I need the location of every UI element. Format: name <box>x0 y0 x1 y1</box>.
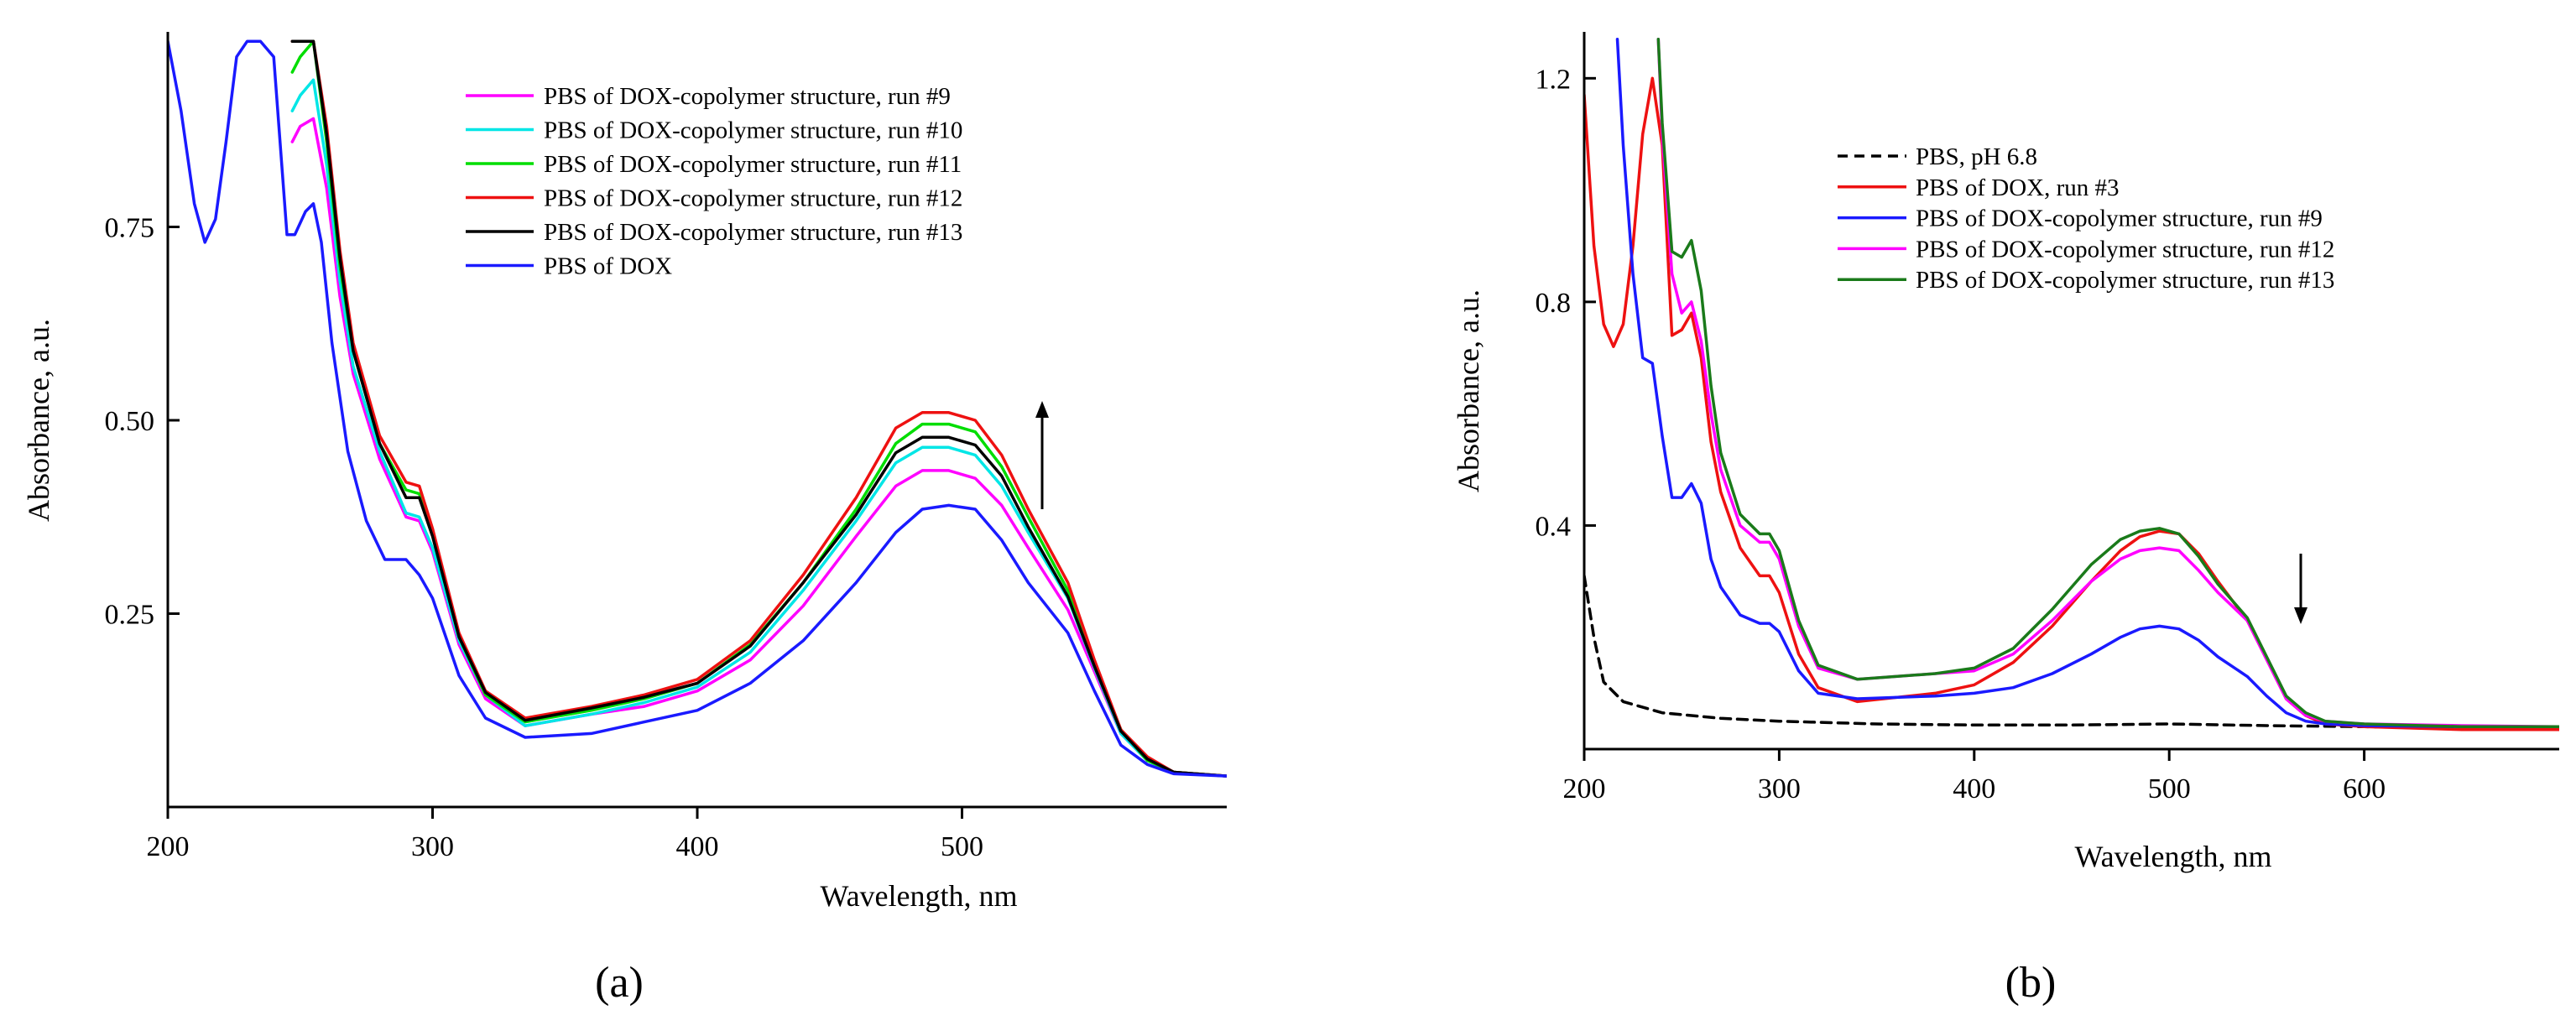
series-group <box>168 39 1227 778</box>
x-tick-label: 500 <box>941 831 983 862</box>
y-tick-label: 0.75 <box>105 213 155 244</box>
legend-label: PBS of DOX <box>544 253 672 280</box>
legend-label: PBS, pH 6.8 <box>1916 143 2037 170</box>
x-axis-title: Wavelength, nm <box>2074 840 2271 873</box>
arrow-down-icon <box>2294 554 2307 624</box>
legend-label: PBS of DOX-copolymer structure, run #12 <box>544 185 962 212</box>
x-tick-label: 300 <box>411 831 454 862</box>
series-line-5 <box>1656 37 2559 729</box>
legend-label: PBS of DOX-copolymer structure, run #9 <box>544 83 951 110</box>
panel-label: (a) <box>595 959 644 1007</box>
series-line-5 <box>290 39 1227 778</box>
legend: PBS, pH 6.8 PBS of DOX, run #3 PBS of DOX-… <box>1838 143 2334 294</box>
legend-label: PBS of DOX, run #3 <box>1916 174 2120 201</box>
series-line-1 <box>290 117 1227 778</box>
legend: PBS of DOX-copolymer structure, run #9 PB… <box>466 83 962 280</box>
series-line-3 <box>1615 37 2559 729</box>
y-axis-title: Absorbance, a.u. <box>1452 289 1485 492</box>
legend-label: PBS of DOX-copolymer structure, run #12 <box>1916 236 2334 263</box>
x-axis-title: Wavelength, nm <box>820 879 1017 913</box>
y-tick-label: 0.25 <box>105 600 155 631</box>
x-tick-label: 400 <box>676 831 719 862</box>
chart-panel-b: 200 300 400 500 600 0.4 0.8 1.2 Absorbance, a.u.… <box>1452 32 2559 1007</box>
x-tick-label: 600 <box>2343 773 2386 804</box>
legend-label: PBS of DOX-copolymer structure, run #13 <box>544 219 962 246</box>
arrow-up-icon <box>1035 401 1049 509</box>
series-line-6 <box>168 39 1227 778</box>
x-tick-label: 400 <box>1953 773 1995 804</box>
y-tick-label: 0.50 <box>105 406 155 437</box>
series-line-1 <box>1584 574 2559 731</box>
x-tick-label: 200 <box>1563 773 1606 804</box>
legend-label: PBS of DOX-copolymer structure, run #11 <box>544 151 962 178</box>
panel-label: (b) <box>2005 959 2057 1007</box>
series-line-4 <box>1656 37 2559 729</box>
x-tick-label: 200 <box>147 831 190 862</box>
chart-panel-a: 200 300 400 500 0.25 0.50 0.75 Absorbance, a.u.… <box>22 32 1227 1007</box>
y-tick-label: 1.2 <box>1536 64 1572 95</box>
legend-label: PBS of DOX-copolymer structure, run #10 <box>544 117 962 144</box>
y-tick-label: 0.4 <box>1536 511 1572 542</box>
y-axis-title: Absorbance, a.u. <box>22 319 55 522</box>
series-group <box>1584 37 2559 731</box>
y-tick-label: 0.8 <box>1536 288 1572 319</box>
x-tick-label: 500 <box>2148 773 2191 804</box>
legend-label: PBS of DOX-copolymer structure, run #13 <box>1916 267 2334 294</box>
legend-label: PBS of DOX-copolymer structure, run #9 <box>1916 206 2323 232</box>
x-tick-label: 300 <box>1758 773 1801 804</box>
